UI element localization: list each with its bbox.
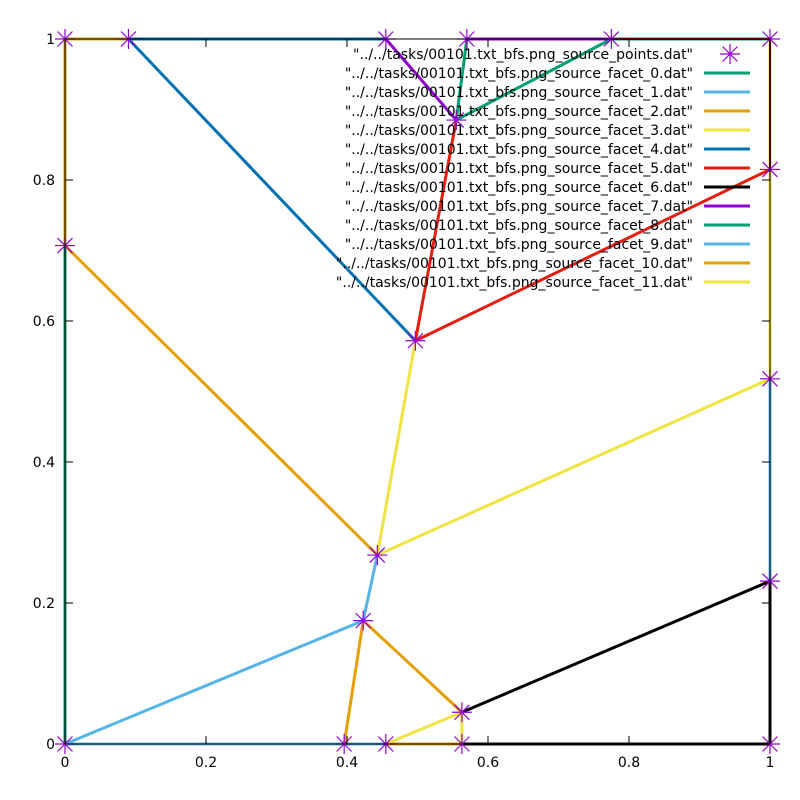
legend-label-2: "../../tasks/00101.txt_bfs.png_source_fa… [345,85,693,101]
facet-2-segment-0 [63,244,379,557]
legend-label-12: "../../tasks/00101.txt_bfs.png_source_fa… [336,275,693,291]
facet-4-segment-0 [126,37,417,343]
facet-5-segment-0 [413,118,458,343]
legend-label-11: "../../tasks/00101.txt_bfs.png_source_fa… [336,256,693,272]
facet-0-segment-0 [454,37,613,122]
source-point-14 [451,702,472,723]
facet-1-segment-0 [63,619,365,746]
facet-1-segment-1 [361,553,379,623]
legend-label-4: "../../tasks/00101.txt_bfs.png_source_fa… [345,123,693,139]
legend-label-9: "../../tasks/00101.txt_bfs.png_source_fa… [345,218,693,234]
y-tick-label: 0.8 [33,173,55,189]
legend-label-8: "../../tasks/00101.txt_bfs.png_source_fa… [345,199,693,215]
legend: "../../tasks/00101.txt_bfs.png_source_po… [336,44,750,291]
legend-label-1: "../../tasks/00101.txt_bfs.png_source_fa… [345,66,693,82]
facet-6-segment-0 [460,579,772,714]
x-tick-label: 0.6 [477,755,499,771]
facet-3-segment-0 [375,339,417,557]
y-tick-label: 0 [46,737,55,753]
y-tick-label: 0.2 [33,596,55,612]
source-point-8 [405,330,426,351]
legend-label-3: "../../tasks/00101.txt_bfs.png_source_fa… [345,104,693,120]
y-tick-label: 0.4 [33,455,55,471]
plot-frame [64,38,771,745]
x-axis: 0 0.2 0.4 0.6 0.8 1 [61,39,775,771]
facet-3-segment-1 [375,377,772,557]
legend-label-7: "../../tasks/00101.txt_bfs.png_source_fa… [345,180,693,196]
source-point-12 [353,610,374,631]
y-tick-label: 1 [46,32,55,48]
x-tick-label: 0 [61,755,70,771]
facet-3-segment-2 [384,710,464,746]
facet-2-segment-1 [361,619,464,714]
source-point-11 [367,545,388,566]
x-tick-label: 1 [766,755,775,771]
legend-label-0: "../../tasks/00101.txt_bfs.png_source_po… [353,47,693,63]
facet-0-segment-1 [454,37,469,122]
legend-label-6: "../../tasks/00101.txt_bfs.png_source_fa… [345,161,693,177]
facet-7-segment-0 [384,37,458,122]
legend-label-10: "../../tasks/00101.txt_bfs.png_source_fa… [345,237,693,253]
facet-2-segment-2 [342,619,365,746]
y-axis: 0 0.2 0.4 0.6 0.8 1 [33,32,770,753]
x-tick-label: 0.8 [618,755,640,771]
legend-marker-points [720,44,740,64]
y-tick-label: 0.6 [33,314,55,330]
legend-label-5: "../../tasks/00101.txt_bfs.png_source_fa… [345,142,693,158]
facet-5-segment-1 [413,167,772,343]
x-tick-label: 0.2 [195,755,217,771]
source-point-7 [446,110,467,131]
x-tick-label: 0.4 [336,755,358,771]
